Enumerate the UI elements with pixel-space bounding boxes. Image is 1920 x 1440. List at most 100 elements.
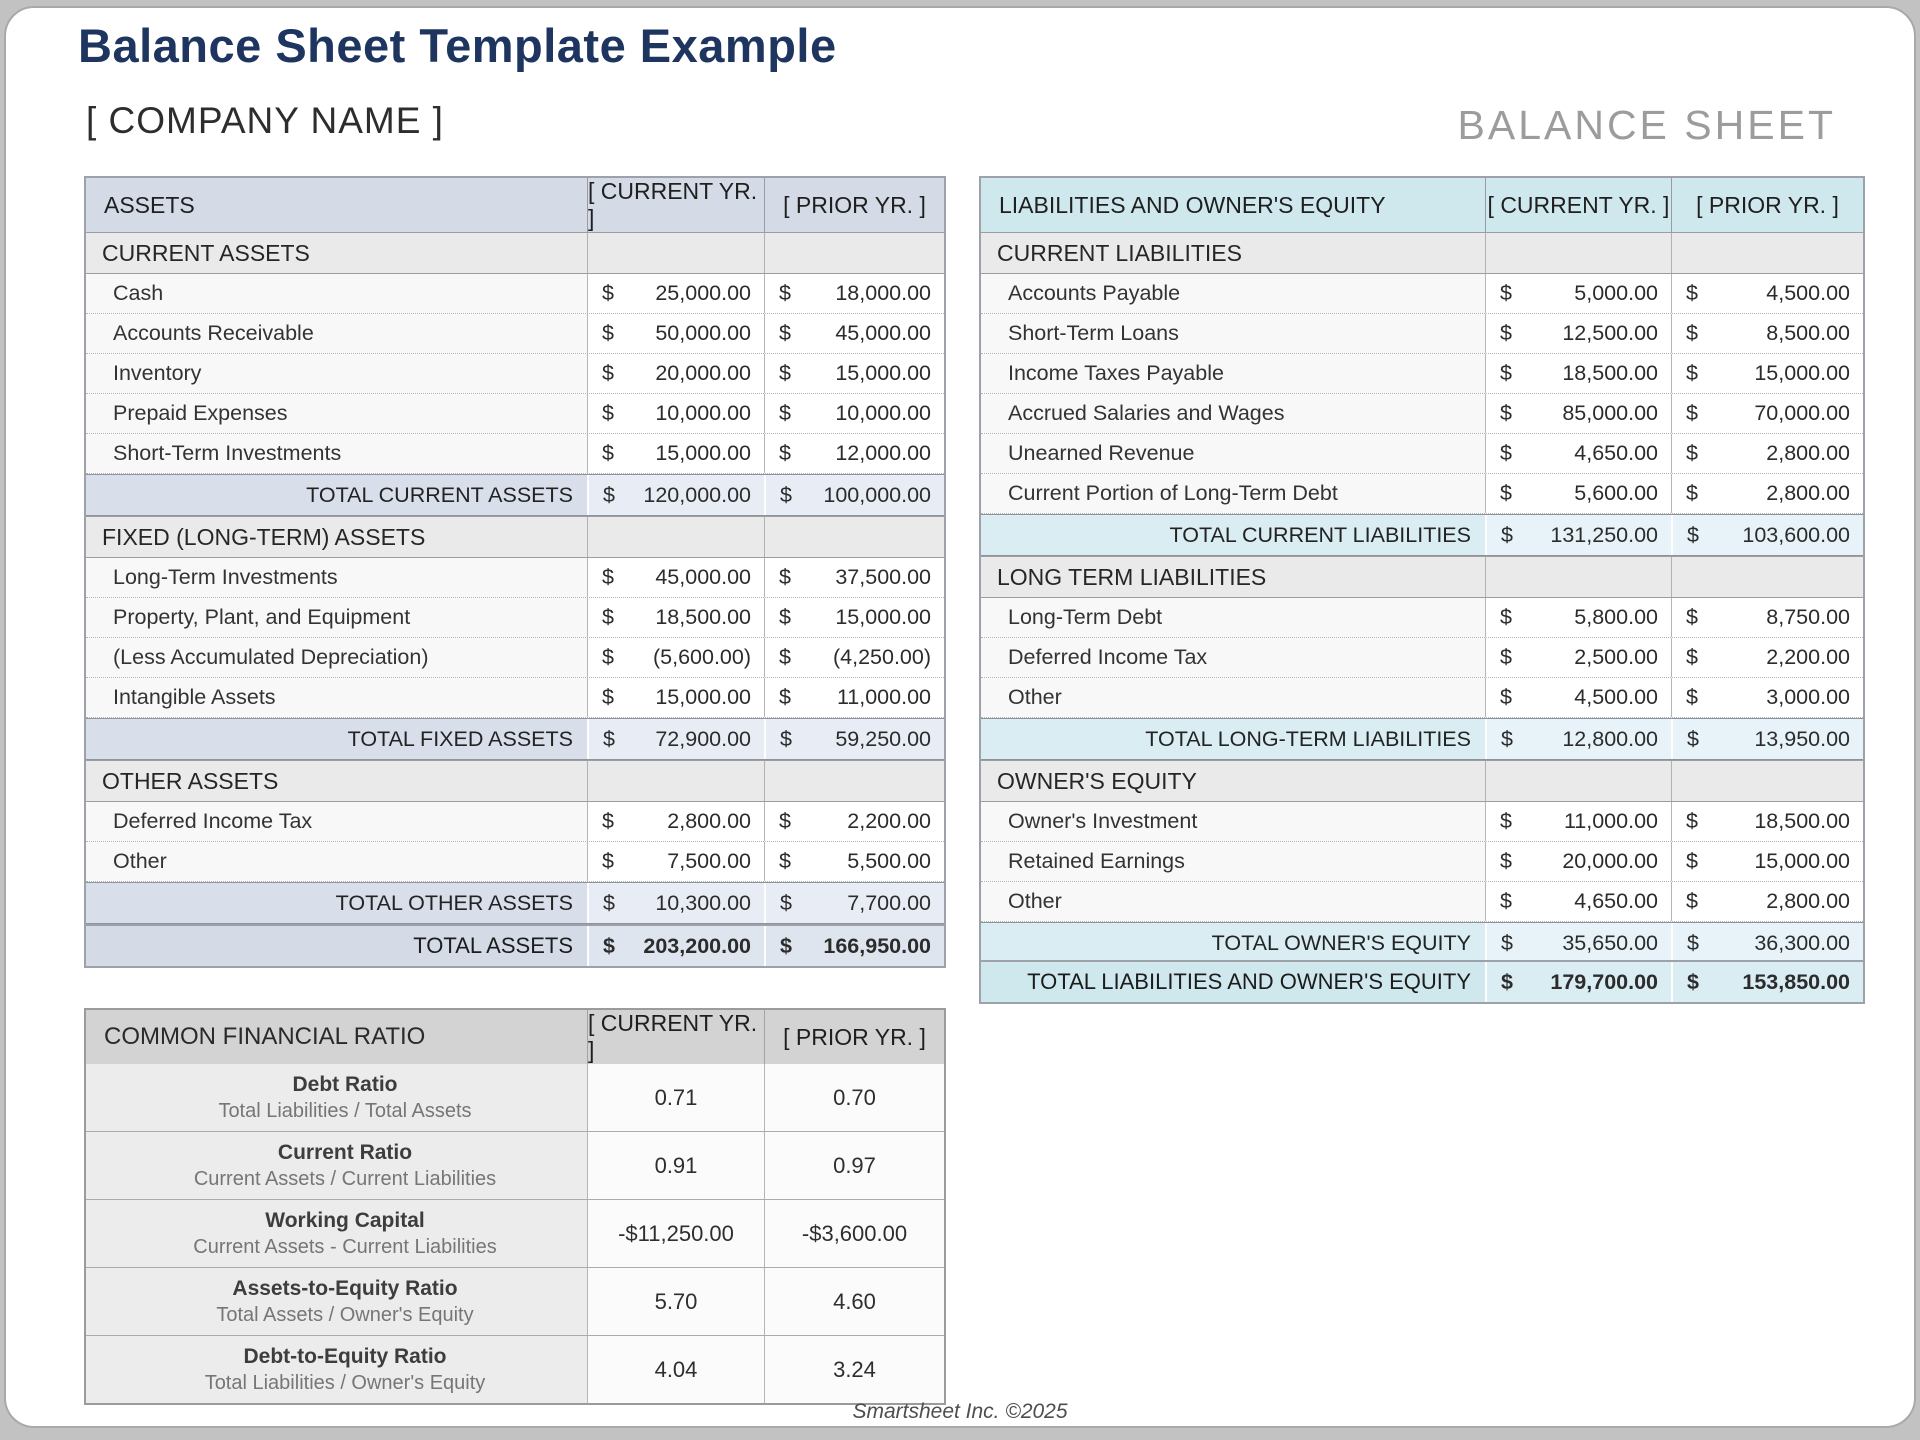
table-row: Other $4,500.00 $3,000.00 [981, 678, 1863, 718]
amount: 45,000.00 [655, 565, 751, 589]
current-yr-cell: $2,500.00 [1485, 638, 1671, 677]
total-liabilities-equity-bar: TOTAL LIABILITIES AND OWNER'S EQUITY $17… [979, 960, 1865, 1004]
amount: 10,000.00 [655, 401, 751, 425]
currency-symbol: $ [1686, 849, 1698, 873]
total-assets-bar: TOTAL ASSETS $203,200.00 $166,950.00 [84, 924, 946, 968]
currency-symbol: $ [1687, 522, 1699, 547]
section-title: FIXED (LONG-TERM) ASSETS [102, 523, 426, 550]
ratio-name: Debt Ratio [292, 1072, 398, 1096]
currency-symbol: $ [779, 441, 791, 465]
amount: 4,650.00 [1574, 441, 1658, 465]
prior-yr-cell: $15,000.00 [1671, 354, 1863, 393]
empty-cell [1485, 557, 1671, 597]
amount: (4,250.00) [832, 645, 931, 669]
current-yr-cell: $2,800.00 [587, 802, 764, 841]
amount: 5,800.00 [1574, 605, 1658, 629]
ratio-header: COMMON FINANCIAL RATIO [104, 1023, 426, 1050]
empty-cell [764, 761, 944, 801]
currency-symbol: $ [780, 933, 792, 958]
amount: 4,500.00 [1574, 685, 1658, 709]
amount: 37,500.00 [835, 565, 931, 589]
table-row: Unearned Revenue $4,650.00 $2,800.00 [981, 434, 1863, 474]
table-row: Other $4,650.00 $2,800.00 [981, 882, 1863, 922]
current-yr-cell: $20,000.00 [587, 354, 764, 393]
section-header-row: OWNER'S EQUITY [981, 760, 1863, 802]
current-yr-cell: $ (5,600.00) [587, 638, 764, 677]
empty-cell [1671, 233, 1863, 273]
currency-symbol: $ [1500, 809, 1512, 833]
company-name-placeholder: [ COMPANY NAME ] [86, 100, 444, 141]
amount: 10,000.00 [835, 401, 931, 425]
amount: 20,000.00 [655, 361, 751, 385]
amount: 15,000.00 [1754, 361, 1850, 385]
current-yr-total-cell: $131,250.00 [1485, 515, 1671, 555]
prior-yr-cell: $37,500.00 [764, 558, 944, 597]
section-title: OWNER'S EQUITY [997, 767, 1197, 794]
prior-yr-cell: $45,000.00 [764, 314, 944, 353]
liabilities-header-row: LIABILITIES AND OWNER'S EQUITY [ CURRENT… [981, 178, 1863, 232]
currency-symbol: $ [1500, 685, 1512, 709]
prior-yr-cell: $15,000.00 [1671, 842, 1863, 881]
ratio-row: Debt Ratio Total Liabilities / Total Ass… [86, 1064, 944, 1132]
amount: (5,600.00) [652, 645, 751, 669]
current-yr-cell: $5,600.00 [1485, 474, 1671, 513]
prior-yr-cell: $18,000.00 [764, 274, 944, 313]
prior-yr-cell: $18,500.00 [1671, 802, 1863, 841]
currency-symbol: $ [780, 726, 792, 751]
amount: 2,800.00 [1766, 441, 1850, 465]
table-row: Deferred Income Tax $2,800.00 $2,200.00 [86, 802, 944, 842]
row-label: Short-Term Investments [86, 434, 587, 473]
prior-yr-cell: $12,000.00 [764, 434, 944, 473]
table-row: Retained Earnings $20,000.00 $15,000.00 [981, 842, 1863, 882]
prior-yr-cell: $2,800.00 [1671, 434, 1863, 473]
ratio-row: Current Ratio Current Assets / Current L… [86, 1132, 944, 1200]
row-label: Accounts Payable [981, 274, 1485, 313]
currency-symbol: $ [1686, 809, 1698, 833]
currency-symbol: $ [1686, 361, 1698, 385]
ratio-label-cell: Debt Ratio Total Liabilities / Total Ass… [86, 1064, 587, 1131]
total-label: TOTAL OTHER ASSETS [86, 883, 587, 923]
section-total-row: TOTAL LONG-TERM LIABILITIES $12,800.00 $… [981, 718, 1863, 760]
amount: 5,600.00 [1574, 481, 1658, 505]
row-label: Current Portion of Long-Term Debt [981, 474, 1485, 513]
prior-yr-total-cell: $13,950.00 [1671, 719, 1863, 759]
currency-symbol: $ [1500, 361, 1512, 385]
empty-cell [1671, 557, 1863, 597]
total-label: TOTAL OWNER'S EQUITY [981, 923, 1485, 963]
currency-symbol: $ [1500, 889, 1512, 913]
row-label: Owner's Investment [981, 802, 1485, 841]
page-card: Balance Sheet Template Example [ COMPANY… [4, 6, 1916, 1428]
currency-symbol: $ [602, 565, 614, 589]
prior-yr-cell: $70,000.00 [1671, 394, 1863, 433]
row-label: Short-Term Loans [981, 314, 1485, 353]
prior-yr-cell: $10,000.00 [764, 394, 944, 433]
amount: 153,850.00 [1742, 969, 1850, 994]
current-yr-cell: $25,000.00 [587, 274, 764, 313]
current-yr-ratio-value: -$11,250.00 [587, 1200, 764, 1267]
amount: 85,000.00 [1562, 401, 1658, 425]
current-yr-cell: $20,000.00 [1485, 842, 1671, 881]
prior-yr-cell: $15,000.00 [764, 598, 944, 637]
total-label: TOTAL CURRENT ASSETS [86, 475, 587, 515]
row-label: Income Taxes Payable [981, 354, 1485, 393]
currency-symbol: $ [602, 849, 614, 873]
assets-header-row: ASSETS [ CURRENT YR. ] [ PRIOR YR. ] [86, 178, 944, 232]
currency-symbol: $ [603, 890, 615, 915]
current-yr-cell: $18,500.00 [1485, 354, 1671, 393]
currency-symbol: $ [602, 605, 614, 629]
currency-symbol: $ [779, 809, 791, 833]
amount: 2,800.00 [1766, 481, 1850, 505]
row-label: Intangible Assets [86, 678, 587, 717]
table-row: Accounts Payable $5,000.00 $4,500.00 [981, 274, 1863, 314]
currency-symbol: $ [1501, 522, 1513, 547]
current-yr-cell: $5,800.00 [1485, 598, 1671, 637]
currency-symbol: $ [1501, 930, 1513, 955]
prior-yr-column-header: [ PRIOR YR. ] [764, 1010, 944, 1064]
amount: 15,000.00 [835, 361, 931, 385]
row-label: Prepaid Expenses [86, 394, 587, 433]
row-label: Property, Plant, and Equipment [86, 598, 587, 637]
currency-symbol: $ [1686, 441, 1698, 465]
currency-symbol: $ [1687, 726, 1699, 751]
balance-sheet-label: BALANCE SHEET [1457, 102, 1836, 148]
section-header-row: LONG TERM LIABILITIES [981, 556, 1863, 598]
